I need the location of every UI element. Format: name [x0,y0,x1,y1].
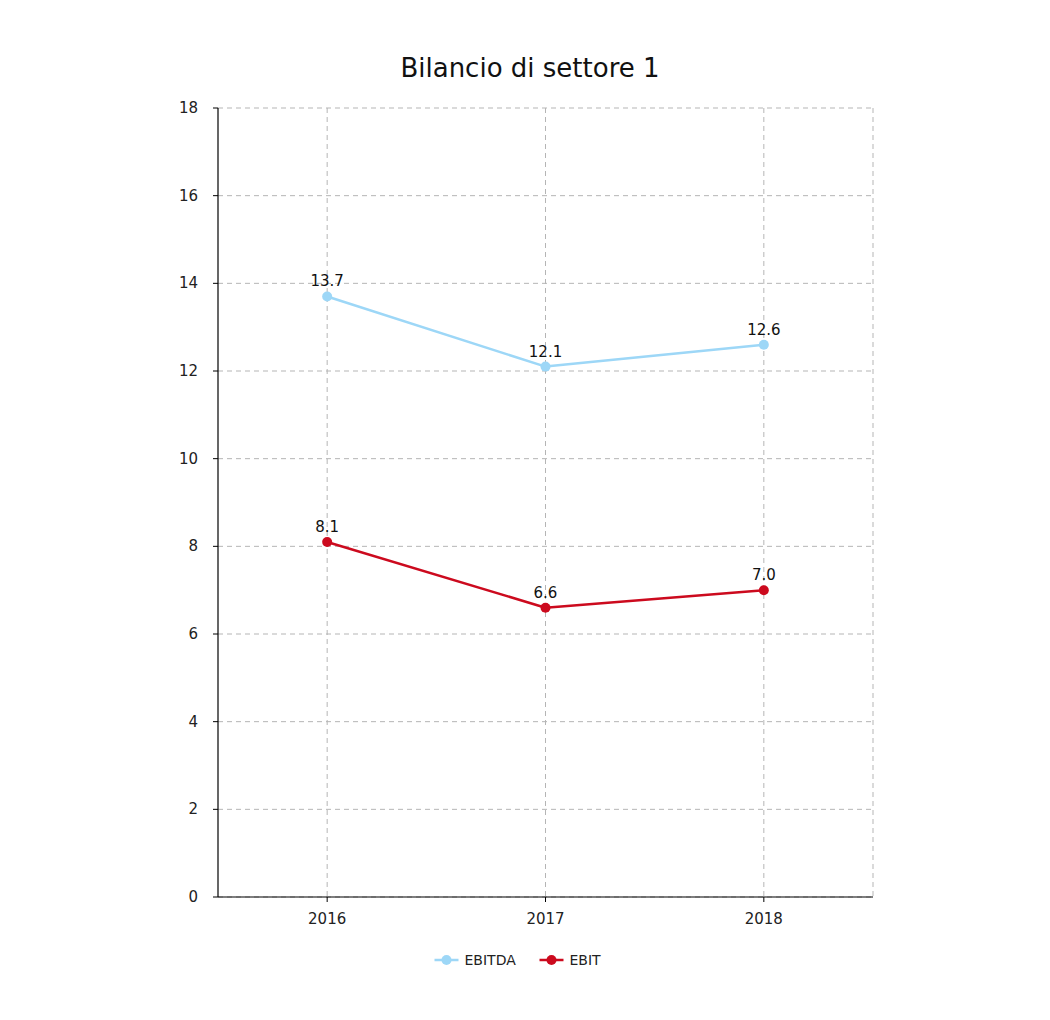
data-label: 6.6 [534,584,558,602]
x-grid-line [763,108,764,897]
y-grid-line [218,195,873,196]
y-tick [213,283,218,284]
y-tick [213,721,218,722]
x-tick [763,897,764,902]
y-tick [213,195,218,196]
y-grid-line [218,809,873,810]
y-grid-line [218,546,873,547]
plot-area [322,291,769,612]
legend-label: EBIT [570,952,602,968]
y-axis [217,108,218,897]
series-point [322,537,332,547]
y-tick-label: 14 [179,274,198,292]
y-tick [213,546,218,547]
grid [218,108,873,897]
y-tick-label: 16 [179,187,198,205]
series-point [541,362,551,372]
y-tick-label: 10 [179,450,198,468]
x-tick-label: 2017 [526,910,564,928]
series-line [327,296,764,366]
x-tick [545,897,546,902]
data-label: 12.6 [747,321,780,339]
legend-marker [547,955,557,965]
y-tick-label: 18 [179,99,198,117]
legend-label: EBITDA [465,952,517,968]
series-point [759,585,769,595]
y-tick [213,458,218,459]
x-tick-label: 2018 [745,910,783,928]
series-point [322,291,332,301]
data-label: 8.1 [315,518,339,536]
y-tick [213,809,218,810]
y-tick [213,371,218,372]
data-label: 12.1 [529,343,562,361]
chart-title: Bilancio di settore 1 [400,53,659,83]
data-labels: 13.7 12.1 12.6 8.1 6.6 7.0 [310,272,780,601]
legend-marker [442,955,452,965]
series-line [327,542,764,608]
data-label: 7.0 [752,566,776,584]
x-grid-line [545,108,546,897]
y-tick-label: 6 [188,625,198,643]
y-tick-label: 8 [188,537,198,555]
series-point [759,340,769,350]
y-tick-label: 4 [188,713,198,731]
chart: Bilancio di settore 1 0 2 4 6 8 10 12 14 16 18 2016… [0,0,1050,1020]
legend: EBITDA EBIT [435,952,602,968]
y-tick [213,634,218,635]
y-tick [213,108,218,109]
y-tick-label: 12 [179,362,198,380]
x-grid-line [327,108,328,897]
x-grid-line [873,108,874,897]
y-tick-label: 0 [188,888,198,906]
y-tick-label: 2 [188,800,198,818]
series-point [541,603,551,613]
x-tick-label: 2016 [308,910,346,928]
x-tick [327,897,328,902]
data-label: 13.7 [310,272,343,290]
y-tick [213,897,218,898]
